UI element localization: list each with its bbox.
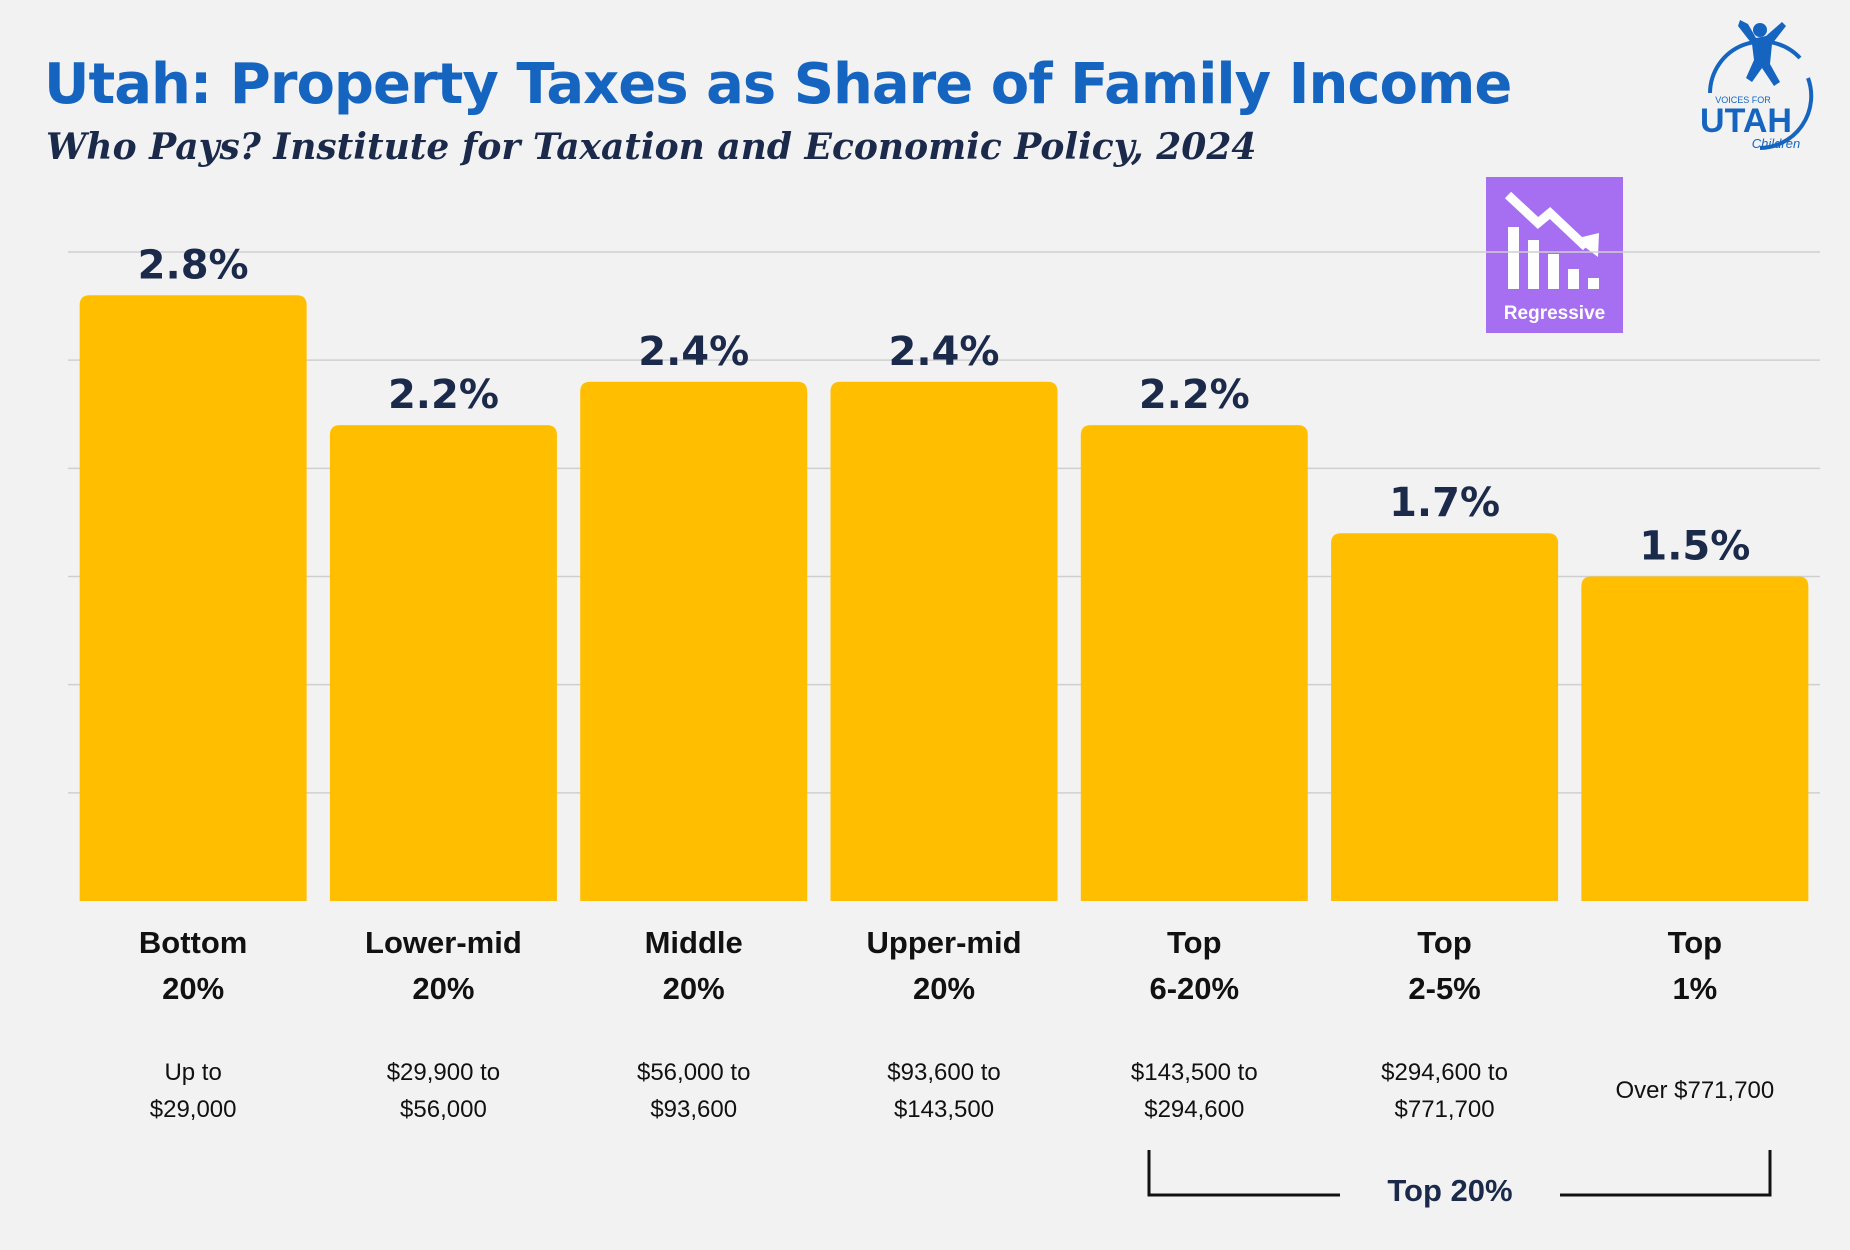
income-range-line2: $143,500 [893, 1096, 995, 1123]
category-label-line1: Upper-mid [866, 925, 1022, 960]
value-label: 1.7% [1389, 480, 1500, 526]
bar [580, 381, 808, 901]
bars [79, 295, 1809, 901]
category-label-line2: 1% [1672, 971, 1718, 1006]
value-label: 2.4% [889, 329, 1000, 375]
chart-subtitle: Who Pays? Institute for Taxation and Eco… [46, 126, 1257, 168]
income-range-line1: $29,900 to [386, 1059, 501, 1086]
bar [1581, 576, 1809, 901]
value-label: 2.4% [638, 329, 749, 375]
category-label-line2: 20% [412, 971, 475, 1006]
income-range-line2: $771,700 [1394, 1096, 1495, 1123]
category-label: Bottom 20% [73, 920, 313, 1012]
category-label: Middle 20% [574, 920, 814, 1012]
badge-label: Regressive [1503, 303, 1606, 324]
bar [79, 295, 307, 901]
income-range-line2: $56,000 [400, 1096, 487, 1123]
income-range-label: Up to $29,000 [73, 1054, 313, 1128]
income-range-line1: $56,000 to [636, 1059, 751, 1086]
income-range-line1: Over $771,700 [1615, 1077, 1775, 1104]
income-range-label: $294,600 to $771,700 [1325, 1054, 1565, 1128]
category-label-line2: 20% [162, 971, 225, 1006]
income-range-label: $143,500 to $294,600 [1074, 1054, 1314, 1128]
value-label: 2.8% [138, 242, 249, 288]
income-range-label: $56,000 to $93,600 [574, 1054, 814, 1128]
value-label: 2.2% [1139, 372, 1250, 418]
logo-main-text: UTAH [1700, 102, 1792, 140]
income-range-line1: Up to [164, 1059, 222, 1086]
category-label-line2: 20% [912, 971, 976, 1006]
category-label-line2: 2-5% [1408, 971, 1481, 1006]
income-range-line2: $29,000 [149, 1096, 237, 1123]
bar [830, 381, 1058, 901]
category-label-line1: Top [1417, 925, 1472, 960]
income-range-label: Over $771,700 [1575, 1072, 1815, 1109]
income-range-label: $29,900 to $56,000 [323, 1054, 563, 1128]
value-labels: 2.8% 2.2% 2.4% 2.4% 2.2% 1.7% 1.5% [138, 242, 1751, 569]
value-label: 2.2% [388, 372, 499, 418]
category-label: Top 2-5% [1325, 920, 1565, 1012]
category-label-line2: 6-20% [1149, 971, 1240, 1006]
value-label: 1.5% [1639, 524, 1750, 570]
bar [1331, 533, 1559, 901]
declining-trend-chart-icon [1504, 191, 1599, 289]
income-range-line2: $93,600 [650, 1096, 738, 1123]
income-range-line1: $294,600 to [1381, 1059, 1508, 1086]
bracket-label: Top 20% [1340, 1173, 1560, 1209]
income-range-label: $93,600 to $143,500 [824, 1054, 1064, 1128]
bar [1080, 425, 1308, 901]
logo-top-text: VOICES FOR [1715, 95, 1771, 105]
category-label-line1: Top [1167, 925, 1222, 960]
category-label-line2: 20% [662, 971, 725, 1006]
income-range-line1: $143,500 to [1130, 1059, 1258, 1086]
income-range-line2: $294,600 [1144, 1096, 1245, 1123]
category-label-line1: Lower-mid [365, 925, 522, 960]
chart-title: Utah: Property Taxes as Share of Family … [44, 52, 1512, 117]
regressive-badge: Regressive [1486, 177, 1623, 333]
logo-bottom-text: Children [1752, 136, 1800, 151]
category-label-line1: Top [1667, 925, 1723, 960]
category-label-line1: Bottom [138, 925, 248, 960]
category-label: Lower-mid 20% [323, 920, 563, 1012]
income-range-line1: $93,600 to [887, 1059, 1001, 1086]
voices-for-utah-children-logo: VOICES FOR UTAH Children [1700, 20, 1814, 151]
category-label: Upper-mid 20% [824, 920, 1064, 1012]
category-label: Top 1% [1575, 920, 1815, 1012]
category-label: Top 6-20% [1074, 920, 1314, 1012]
category-label-line1: Middle [644, 925, 743, 960]
bar [329, 425, 557, 901]
